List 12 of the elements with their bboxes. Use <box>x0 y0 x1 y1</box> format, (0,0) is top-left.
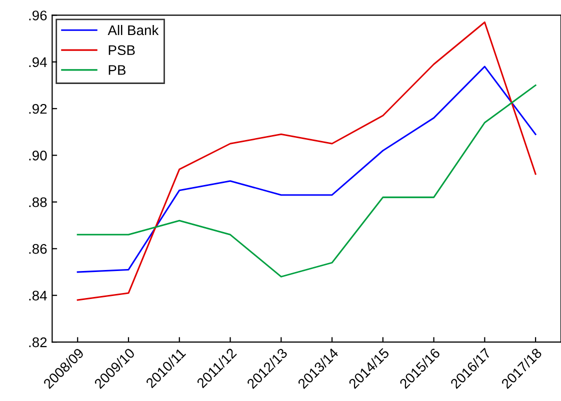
y-tick-label: .86 <box>29 244 47 254</box>
y-tick-label: .84 <box>29 290 47 301</box>
y-tick-label: .92 <box>29 104 47 114</box>
legend-label: PSB <box>108 45 135 56</box>
line-series <box>76 21 536 301</box>
y-tick-label: .82 <box>29 337 47 348</box>
y-tick-label: .88 <box>29 197 47 208</box>
y-tick-label: .96 <box>29 10 47 20</box>
legend-label: PB <box>108 65 126 75</box>
y-tick-label: .94 <box>29 57 47 68</box>
y-tick-label: .90 <box>29 150 47 160</box>
legend-label: All Bank <box>108 24 159 36</box>
